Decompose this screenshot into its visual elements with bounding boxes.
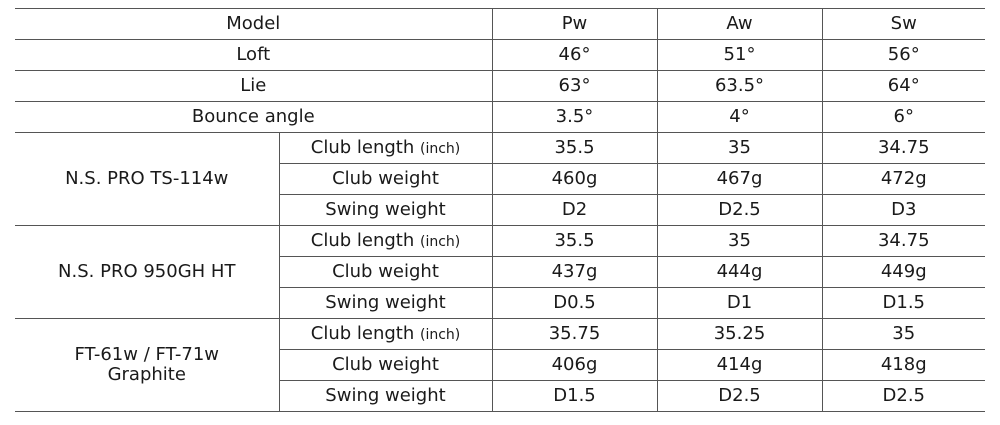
header-row: Model Pw Aw Sw — [15, 8, 985, 40]
header-sw: Sw — [821, 8, 985, 40]
row-label: Club weight — [279, 163, 493, 195]
row-label: Swing weight — [279, 194, 493, 226]
cell-value: 34.75 — [821, 225, 985, 257]
spec-value: 51° — [656, 39, 823, 71]
row-label: Club length (inch) — [278, 132, 493, 164]
unit-label: (inch) — [419, 140, 461, 157]
spec-value: 3.5° — [491, 101, 658, 133]
shaft-name-line1: N.S. PRO TS-114w — [65, 168, 229, 189]
cell-value: 449g — [821, 256, 985, 288]
spec-value: 56° — [821, 39, 985, 71]
shaft-name-line1: FT-61w / FT-71w — [74, 344, 219, 365]
table-row: Swing weight D1.5 D2.5 D2.5 — [15, 380, 985, 412]
row-label-text: Club length — [310, 136, 415, 158]
cell-value: 35 — [656, 225, 823, 257]
spec-label: Lie — [15, 70, 493, 102]
shaft-name: N.S. PRO TS-114w — [15, 132, 280, 226]
spec-label: Bounce angle — [15, 101, 493, 133]
cell-value: 406g — [491, 349, 658, 381]
row-label: Club weight — [279, 349, 493, 381]
unit-label: (inch) — [419, 233, 461, 250]
spec-label: Loft — [15, 39, 493, 71]
table-row: FT-61w / FT-71w Graphite Club length (inch… — [15, 318, 985, 412]
row-label-text: Club weight — [332, 261, 439, 282]
cell-value: D3 — [821, 194, 985, 226]
row-label-text: Club weight — [332, 168, 439, 189]
spec-table: Model Pw Aw Sw Loft 46° 51° 56° Lie 63° 63.5° 6… — [15, 8, 985, 412]
spec-value: 4° — [656, 101, 823, 133]
cell-value: D2.5 — [656, 380, 823, 412]
row-label-text: Club weight — [332, 354, 439, 375]
spec-value: 64° — [821, 70, 985, 102]
cell-value: 35.75 — [491, 318, 658, 350]
spec-value: 46° — [491, 39, 658, 71]
cell-value: 35 — [821, 318, 985, 350]
row-label-text: Swing weight — [325, 199, 446, 220]
cell-value: 414g — [656, 349, 823, 381]
row-label: Club length (inch) — [278, 225, 493, 257]
cell-value: 35.25 — [656, 318, 823, 350]
cell-value: 35.5 — [491, 132, 658, 164]
spec-row: Bounce angle 3.5° 4° 6° — [15, 101, 985, 133]
row-label: Club weight — [279, 256, 493, 288]
row-label: Swing weight — [279, 380, 493, 412]
header-pw: Pw — [491, 8, 658, 40]
spec-row: Loft 46° 51° 56° — [15, 39, 985, 71]
cell-value: 460g — [491, 163, 658, 195]
header-aw: Aw — [656, 8, 823, 40]
cell-value: D1.5 — [491, 380, 658, 412]
table-row: Swing weight D0.5 D1 D1.5 — [15, 287, 985, 319]
table-row: Swing weight D2 D2.5 D3 — [15, 194, 985, 226]
cell-value: D0.5 — [491, 287, 658, 319]
shaft-name: N.S. PRO 950GH HT — [15, 225, 280, 319]
table-row: Club weight 406g 414g 418g — [15, 349, 985, 381]
spec-value: 63° — [491, 70, 658, 102]
spec-value: 6° — [821, 101, 985, 133]
shaft-name-line2: Graphite — [107, 364, 186, 385]
cell-value: 35.5 — [491, 225, 658, 257]
cell-value: D2.5 — [821, 380, 985, 412]
row-label-text: Swing weight — [325, 292, 446, 313]
cell-value: D2 — [491, 194, 658, 226]
cell-value: 437g — [491, 256, 658, 288]
cell-value: 34.75 — [821, 132, 985, 164]
row-label: Club length (inch) — [278, 318, 493, 350]
header-model: Model — [15, 8, 493, 40]
cell-value: 467g — [656, 163, 823, 195]
row-label: Swing weight — [279, 287, 493, 319]
shaft-name: FT-61w / FT-71w Graphite — [15, 318, 280, 412]
row-label-text: Swing weight — [325, 385, 446, 406]
cell-value: D1 — [656, 287, 823, 319]
table-row: Club weight 437g 444g 449g — [15, 256, 985, 288]
cell-value: 35 — [656, 132, 823, 164]
shaft-name-line1: N.S. PRO 950GH HT — [58, 261, 236, 282]
unit-label: (inch) — [419, 326, 461, 343]
cell-value: 444g — [656, 256, 823, 288]
row-label-text: Club length — [310, 229, 415, 251]
row-label-text: Club length — [310, 322, 415, 344]
spec-value: 63.5° — [656, 70, 823, 102]
cell-value: D2.5 — [656, 194, 823, 226]
spec-row: Lie 63° 63.5° 64° — [15, 70, 985, 102]
cell-value: 418g — [821, 349, 985, 381]
table-row: N.S. PRO 950GH HT Club length (inch) 35.5 3… — [15, 225, 985, 319]
table-row: N.S. PRO TS-114w Club length (inch) 35.5 35… — [15, 132, 985, 226]
cell-value: D1.5 — [821, 287, 985, 319]
cell-value: 472g — [821, 163, 985, 195]
